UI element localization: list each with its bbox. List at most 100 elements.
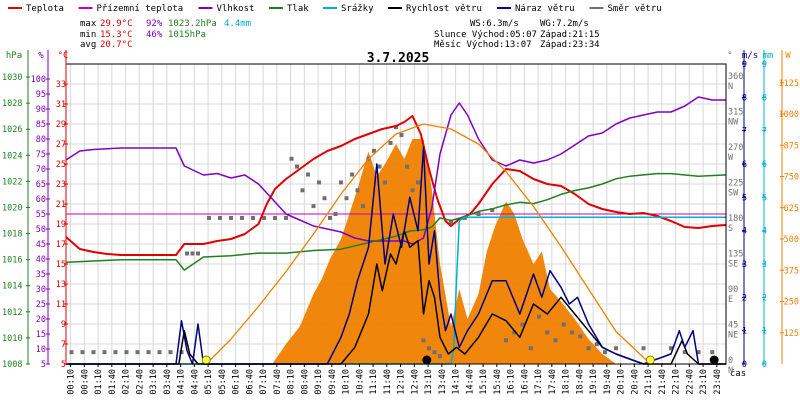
x-tick-label: 16:40 — [520, 369, 530, 395]
legend: Teplota Přízemní teplota Vlhkost Tlak Srážky… — [8, 4, 662, 14]
pressure-tick-label: 1018 — [2, 230, 22, 240]
wind-direction-point — [570, 330, 574, 335]
wind-speed-tick-label: 9 — [742, 60, 747, 70]
wind-direction-point — [333, 212, 338, 216]
humidity-tick-label: 35 — [36, 270, 46, 280]
axes: 1030102810261024102210201018101610141012… — [2, 50, 799, 395]
wind-direction-point — [427, 346, 431, 351]
wind-direction-point — [69, 350, 74, 355]
wind-direction-point — [168, 350, 173, 355]
wind-direction-point — [553, 338, 558, 343]
wind-direction-point — [545, 330, 550, 335]
wind-direction-tick-dir: N — [728, 366, 733, 376]
plot-area — [65, 63, 727, 365]
series-teplota — [65, 115, 727, 256]
pressure-tick-label: 1024 — [2, 151, 22, 161]
humidity-tick-label: 55 — [36, 210, 46, 220]
x-tick-label: 07:10 — [259, 369, 269, 395]
wind-direction-point — [135, 350, 140, 355]
sunrise-info: Slunce Východ:05:07 — [434, 30, 537, 40]
wind-direction-tick-dir: S — [728, 224, 733, 234]
wind-direction-point — [317, 180, 321, 185]
stat-max-temp: 29.9°C — [100, 19, 133, 29]
pressure-tick-label: 1014 — [2, 282, 22, 292]
wind-speed-tick-label: 1 — [742, 327, 747, 337]
rain-tick-label: 0 — [762, 360, 767, 370]
x-tick-label: 21:40 — [658, 369, 668, 395]
wind-direction-point — [394, 125, 398, 130]
pressure-tick-label: 1012 — [2, 308, 22, 318]
wind-direction-point — [388, 140, 393, 145]
humidity-unit: % — [38, 51, 44, 61]
wind-direction-point — [449, 219, 453, 224]
x-tick-label: 15:10 — [479, 369, 489, 395]
wind-direction-point — [405, 164, 409, 169]
wind-direction-point — [410, 188, 415, 193]
wind-direction-point — [185, 251, 189, 256]
moonset-info: Západ:23:34 — [540, 40, 600, 50]
pressure-tick-label: 1020 — [2, 203, 22, 213]
wind-direction-point — [432, 350, 437, 355]
legend-label-rychlost-vetru: Rychlost větru — [406, 4, 482, 14]
stat-min-label: min — [80, 30, 96, 40]
temperature-tick-label: 23 — [56, 180, 66, 190]
stat-min-press: 1015hPa — [168, 30, 206, 40]
x-tick-label: 10:10 — [342, 369, 352, 395]
stat-min-temp: 15.3°C — [100, 30, 133, 40]
stat-avg-label: avg — [80, 40, 96, 50]
x-tick-label: 14:10 — [452, 369, 462, 395]
wind-direction-point — [91, 350, 96, 355]
stat-rain-total: 4.4mm — [224, 19, 251, 29]
sunset-marker — [645, 355, 655, 365]
x-tick-label: 04:10 — [177, 369, 187, 395]
wind-direction-tick-deg: 180 — [728, 214, 743, 224]
x-tick-label: 23:40 — [713, 369, 723, 395]
solar-tick-label: 1125 — [779, 79, 799, 89]
x-tick-label: 19:40 — [603, 369, 613, 395]
rain-tick-label: 5 — [762, 193, 767, 203]
x-tick-label: 22:40 — [685, 369, 695, 395]
x-tick-label: 20:40 — [630, 369, 640, 395]
wind-direction-point — [383, 180, 387, 185]
temperature-tick-label: 21 — [56, 200, 66, 210]
series-vlhkost — [65, 96, 726, 245]
wind-direction-point — [438, 354, 442, 359]
wind-direction-point — [102, 350, 107, 355]
series-slunce — [205, 123, 651, 365]
wind-direction-point — [361, 204, 365, 209]
wind-direction-point — [603, 350, 607, 355]
wind-speed-tick-label: 0 — [742, 360, 747, 370]
x-tick-label: 15:40 — [493, 369, 503, 395]
x-tick-label: 00:40 — [80, 369, 90, 395]
rain-tick-label: 2 — [762, 293, 767, 303]
wind-direction-point — [520, 322, 525, 327]
wind-direction-point — [328, 215, 332, 220]
wind-direction-point — [190, 251, 195, 256]
rain-tick-label: 4 — [762, 227, 767, 237]
solar-unit: W — [785, 51, 791, 61]
legend-label-srazky: Srážky — [341, 4, 374, 14]
x-tick-label: 10:40 — [355, 369, 365, 395]
x-tick-label: 13:10 — [424, 369, 434, 395]
wind-direction-point — [578, 334, 583, 339]
legend-label-prizemni-teplota: Přízemní teplota — [97, 4, 184, 14]
solar-tick-label: 750 — [784, 173, 799, 183]
x-tick-label: 01:40 — [108, 369, 118, 395]
x-tick-label: 08:40 — [300, 369, 310, 395]
wind-direction-point — [504, 338, 508, 343]
x-tick-label: 05:10 — [204, 369, 214, 395]
x-tick-label: 04:40 — [190, 369, 200, 395]
wind-direction-point — [355, 188, 360, 193]
wind-direction-point — [311, 204, 316, 209]
wind-direction-point — [476, 212, 481, 216]
x-tick-label: 06:40 — [245, 369, 255, 395]
wind-direction-point — [528, 346, 533, 351]
wind-direction-point — [113, 350, 118, 355]
wind-direction-point — [561, 322, 566, 327]
x-tick-label: 21:10 — [644, 369, 654, 395]
wind-direction-point — [146, 350, 151, 355]
temperature-tick-label: 19 — [56, 220, 66, 230]
x-tick-label: 20:10 — [617, 369, 627, 395]
wind-speed-tick-label: 3 — [742, 260, 747, 270]
chart-title: 3.7.2025 — [367, 51, 430, 66]
